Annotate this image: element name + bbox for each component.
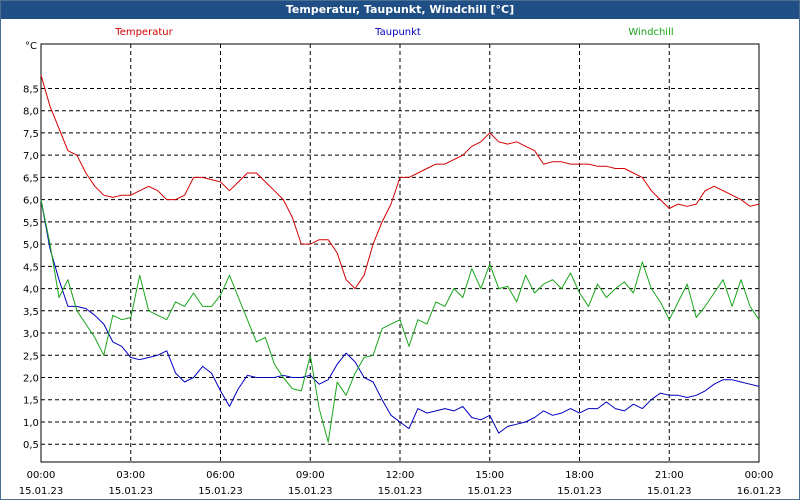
legend-taupunkt: Taupunkt bbox=[374, 27, 421, 38]
x-tick-time-label: 15:00 bbox=[475, 470, 504, 481]
x-tick-date-label: 15.01.23 bbox=[647, 486, 692, 497]
x-tick-date-label: 15.01.23 bbox=[288, 486, 333, 497]
y-tick-label: 1,0 bbox=[23, 418, 39, 429]
series-line-temperatur bbox=[40, 74, 760, 290]
x-tick-time-label: 12:00 bbox=[386, 470, 415, 481]
x-tick-time-label: 21:00 bbox=[655, 470, 684, 481]
x-tick-time-label: 18:00 bbox=[565, 470, 594, 481]
y-tick-label: 8,0 bbox=[23, 107, 39, 118]
x-tick-time-label: 03:00 bbox=[116, 470, 145, 481]
y-tick-label: 3,0 bbox=[23, 329, 39, 340]
series-line-windchill bbox=[40, 199, 760, 443]
y-tick-label: 8,5 bbox=[23, 84, 39, 95]
y-tick-label: 2,0 bbox=[23, 374, 39, 385]
x-tick-time-label: 00:00 bbox=[745, 470, 774, 481]
x-tick-date-label: 15.01.23 bbox=[467, 486, 512, 497]
x-tick-date-label: 15.01.23 bbox=[557, 486, 602, 497]
y-axis-tick-labels: 0,5 1,0 1,5 2,0 2,5 3,0 3,5 4,0 4,5 5,0 5,5 6,0 6,5 7… bbox=[23, 84, 39, 451]
y-tick-label: 3,5 bbox=[23, 307, 39, 318]
legend-temperatur: Temperatur bbox=[114, 27, 173, 38]
y-tick-label: 5,0 bbox=[23, 240, 39, 251]
y-tick-label: 2,5 bbox=[23, 351, 39, 362]
x-tick-time-label: 06:00 bbox=[206, 470, 235, 481]
x-tick-date-label: 15.01.23 bbox=[108, 486, 153, 497]
x-tick-time-label: 09:00 bbox=[296, 470, 325, 481]
x-tick-date-label: 15.01.23 bbox=[198, 486, 243, 497]
y-tick-label: 7,0 bbox=[23, 151, 39, 162]
legend-windchill: Windchill bbox=[628, 27, 673, 38]
y-axis-unit-label: °C bbox=[25, 41, 37, 52]
x-tick-time-label: 00:00 bbox=[27, 470, 56, 481]
y-tick-label: 0,5 bbox=[23, 440, 39, 451]
y-tick-label: 6,5 bbox=[23, 173, 39, 184]
y-tick-label: 4,5 bbox=[23, 262, 39, 273]
x-axis-tick-labels: 00:00 15.01.23 03:00 15.01.23 06:00 15.01.23 0… bbox=[19, 470, 782, 497]
x-tick-date-label: 15.01.23 bbox=[19, 486, 64, 497]
y-tick-label: 6,0 bbox=[23, 196, 39, 207]
y-tick-label: 1,5 bbox=[23, 396, 39, 407]
y-tick-label: 4,0 bbox=[23, 285, 39, 296]
plot-area bbox=[40, 43, 760, 463]
x-tick-date-label: 15.01.23 bbox=[378, 486, 423, 497]
y-tick-label: 7,5 bbox=[23, 129, 39, 140]
horizontal-gridlines bbox=[41, 87, 759, 445]
x-tick-date-label: 16.01.23 bbox=[737, 486, 782, 497]
series-line-taupunkt bbox=[40, 199, 760, 434]
data-series bbox=[40, 74, 760, 443]
y-tick-label: 5,5 bbox=[23, 218, 39, 229]
window-title: Temperatur, Taupunkt, Windchill [°C] bbox=[1, 1, 799, 19]
